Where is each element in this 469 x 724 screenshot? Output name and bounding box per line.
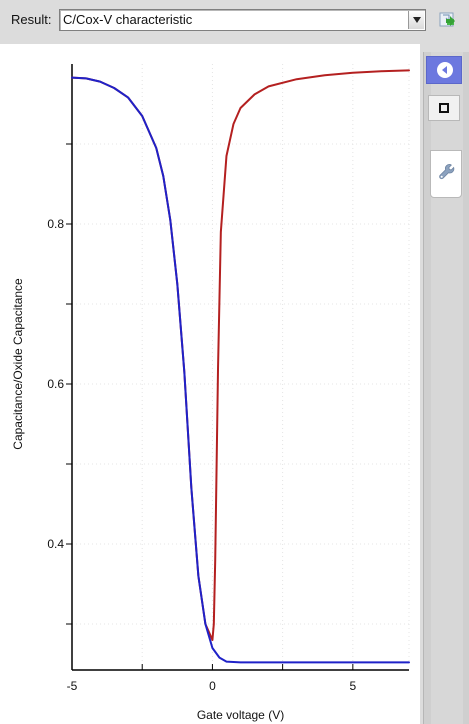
wrench-icon xyxy=(439,164,455,180)
result-toolbar: Result: C/Cox-V characteristic xyxy=(0,0,469,44)
series-line-0 xyxy=(71,69,410,641)
refresh-button[interactable] xyxy=(438,11,458,31)
stop-button[interactable] xyxy=(428,95,460,121)
x-tick-label-1: 0 xyxy=(209,679,216,693)
y-tick-label-0: 0.4 xyxy=(47,537,64,551)
result-label: Result: xyxy=(11,12,52,27)
chart-labels: -5 0 5 0.4 0.6 0.8 Gate voltage (V) Capacitance… xyxy=(11,217,356,722)
cv-chart: -5 0 5 0.4 0.6 0.8 Gate voltage (V) Capacitance… xyxy=(11,64,410,722)
refresh-icon xyxy=(439,12,455,27)
chart-panel: -5 0 5 0.4 0.6 0.8 Gate voltage (V) Capacitance… xyxy=(0,44,420,724)
y-tick-label-2: 0.8 xyxy=(47,217,64,231)
x-tick-label-2: 5 xyxy=(349,679,356,693)
y-tick-label-1: 0.6 xyxy=(47,377,64,391)
result-value: C/Cox-V characteristic xyxy=(63,12,193,27)
chevron-down-icon[interactable] xyxy=(408,11,424,29)
series-line-1 xyxy=(71,76,410,664)
x-tick-label-0: -5 xyxy=(67,679,78,693)
settings-tab[interactable] xyxy=(430,150,462,198)
y-axis-label: Capacitance/Oxide Capacitance xyxy=(11,278,25,450)
grid-lines xyxy=(72,64,410,664)
chart-axes xyxy=(66,64,409,671)
back-icon xyxy=(437,62,453,78)
x-axis-label: Gate voltage (V) xyxy=(197,708,284,722)
chart-series xyxy=(71,69,410,664)
back-button[interactable] xyxy=(426,56,462,84)
result-dropdown[interactable]: C/Cox-V characteristic xyxy=(59,9,426,31)
stop-icon xyxy=(439,103,449,113)
